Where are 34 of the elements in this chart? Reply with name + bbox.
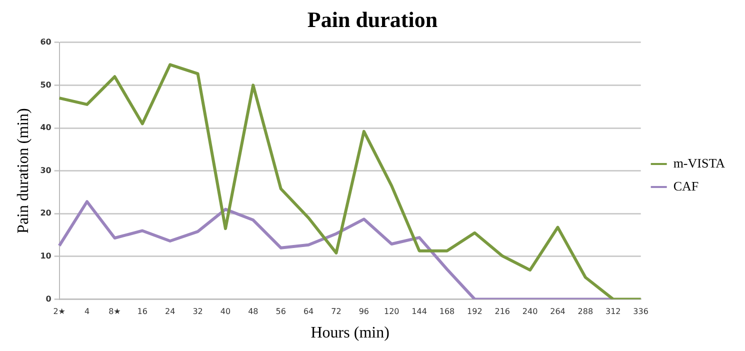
y-tick-label: 40 bbox=[40, 123, 52, 132]
y-tick-label: 20 bbox=[40, 208, 52, 218]
x-tick-label: 48 bbox=[248, 307, 258, 316]
legend-label: m-VISTA bbox=[673, 155, 726, 170]
chart-title: Pain duration bbox=[307, 6, 438, 32]
x-tick-label: 40 bbox=[220, 307, 231, 316]
x-tick-label: 8★ bbox=[108, 307, 121, 316]
x-axis-title: Hours (min) bbox=[310, 324, 390, 342]
y-tick-label: 0 bbox=[46, 294, 52, 304]
x-tick-label: 72 bbox=[331, 307, 342, 316]
x-tick-label: 336 bbox=[633, 307, 648, 316]
x-tick-label: 168 bbox=[439, 307, 455, 316]
x-tick-label: 64 bbox=[303, 307, 314, 316]
legend-label: CAF bbox=[673, 178, 699, 194]
x-tick-label: 264 bbox=[550, 307, 566, 316]
x-tick-label: 56 bbox=[276, 307, 286, 316]
x-tick-label: 144 bbox=[412, 307, 427, 316]
y-tick-label: 10 bbox=[40, 251, 52, 260]
x-tick-label: 288 bbox=[578, 307, 594, 316]
x-tick-label: 312 bbox=[605, 307, 621, 316]
x-tick-label: 16 bbox=[137, 307, 148, 316]
x-tick-label: 216 bbox=[494, 307, 510, 316]
x-tick-label: 192 bbox=[467, 307, 482, 316]
y-axis-title: Pain duration (min) bbox=[14, 108, 32, 234]
x-tick-label: 240 bbox=[522, 307, 538, 316]
x-tick-label: 120 bbox=[384, 307, 400, 316]
x-tick-label: 32 bbox=[192, 307, 203, 316]
y-tick-label: 30 bbox=[40, 166, 52, 175]
x-tick-label: 96 bbox=[358, 307, 370, 316]
x-tick-label: 4 bbox=[84, 307, 90, 316]
x-tick-label: 2★ bbox=[53, 307, 66, 316]
y-tick-label: 60 bbox=[40, 37, 52, 46]
x-tick-label: 24 bbox=[165, 307, 176, 316]
y-tick-label: 50 bbox=[40, 80, 52, 90]
